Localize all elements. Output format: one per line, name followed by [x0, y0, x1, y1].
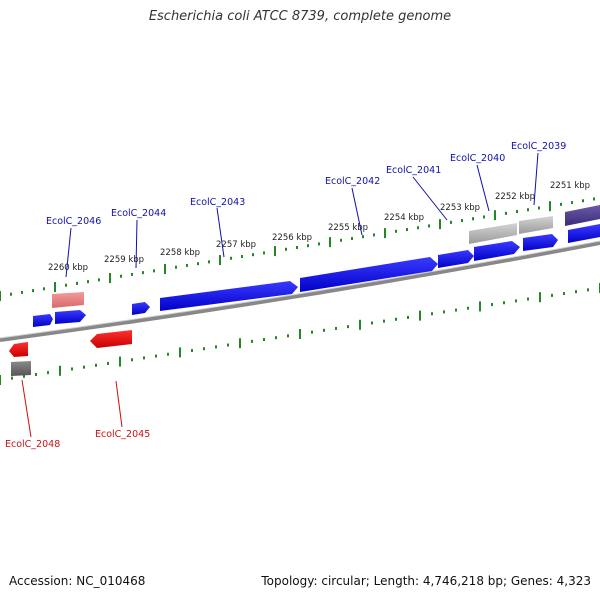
- kbp-tick-label: 2251 kbp: [550, 181, 590, 191]
- gene-feature: [9, 342, 28, 357]
- tick-labels: 2260 kbp 2259 kbp 2258 kbp 2257 kbp 2256 kbp…: [48, 181, 590, 273]
- gene-label-leader: [65, 227, 72, 278]
- outer-tick-ring: [0, 197, 595, 301]
- kbp-tick-label: 2253 kbp: [440, 203, 480, 213]
- gene-feature: [523, 234, 558, 251]
- accession-text: Accession: NC_010468: [9, 574, 146, 588]
- gene-label: EcolC_2045: [95, 429, 150, 440]
- gene-feature-pseudo: [519, 216, 553, 234]
- gene-feature: [33, 314, 53, 327]
- gene-label: EcolC_2040: [450, 153, 505, 164]
- gene-feature: [438, 250, 474, 268]
- gene-label-leader: [412, 176, 448, 221]
- genome-backbone: [0, 241, 600, 342]
- gene-label: EcolC_2044: [111, 208, 166, 219]
- genome-summary-text: Topology: circular; Length: 4,746,218 bp…: [261, 574, 591, 588]
- gene-feature: [90, 330, 132, 348]
- inner-tick-ring: [0, 283, 600, 385]
- gene-label: EcolC_2042: [325, 176, 380, 187]
- gene-label: EcolC_2039: [511, 141, 566, 152]
- kbp-tick-label: 2256 kbp: [272, 233, 312, 243]
- gene-label: EcolC_2046: [46, 216, 101, 227]
- map-title: Escherichia coli ATCC 8739, complete gen…: [148, 9, 452, 24]
- gene-label-leader: [216, 207, 225, 258]
- gene-feature: [300, 257, 438, 292]
- kbp-tick-label: 2257 kbp: [216, 240, 256, 250]
- gene-feature: [132, 302, 150, 315]
- gene-feature-rna: [565, 205, 600, 226]
- gene-feature-pseudo: [469, 223, 517, 244]
- gene-feature: [568, 224, 600, 243]
- gene-labels: EcolC_2046 EcolC_2044 EcolC_2043 EcolC_2042…: [5, 141, 566, 450]
- gene-feature: [160, 281, 298, 311]
- gene-label-leader: [476, 164, 490, 212]
- forward-strand-genes: [33, 205, 600, 327]
- gene-feature: [474, 241, 520, 261]
- gene-label-leader: [533, 152, 539, 206]
- kbp-tick-label: 2260 kbp: [48, 263, 88, 273]
- genome-backbone-highlight: [0, 240, 600, 339]
- kbp-tick-label: 2254 kbp: [384, 213, 424, 223]
- gene-label: EcolC_2048: [5, 439, 60, 450]
- gene-label-leaders: [21, 152, 539, 438]
- gene-feature: [55, 310, 86, 324]
- gene-feature-pseudo: [11, 361, 31, 376]
- kbp-tick-label: 2258 kbp: [160, 248, 200, 258]
- gene-label: EcolC_2043: [190, 197, 245, 208]
- gene-feature-pseudo: [52, 292, 84, 308]
- gene-label-leader: [135, 219, 138, 269]
- gene-label: EcolC_2041: [386, 165, 441, 176]
- gene-label-leader: [351, 187, 363, 236]
- gene-label-leader: [115, 380, 123, 428]
- kbp-tick-label: 2255 kbp: [328, 223, 368, 233]
- gene-label-leader: [21, 379, 32, 438]
- kbp-tick-label: 2252 kbp: [495, 192, 535, 202]
- kbp-tick-label: 2259 kbp: [104, 255, 144, 265]
- reverse-strand-genes: [9, 330, 132, 376]
